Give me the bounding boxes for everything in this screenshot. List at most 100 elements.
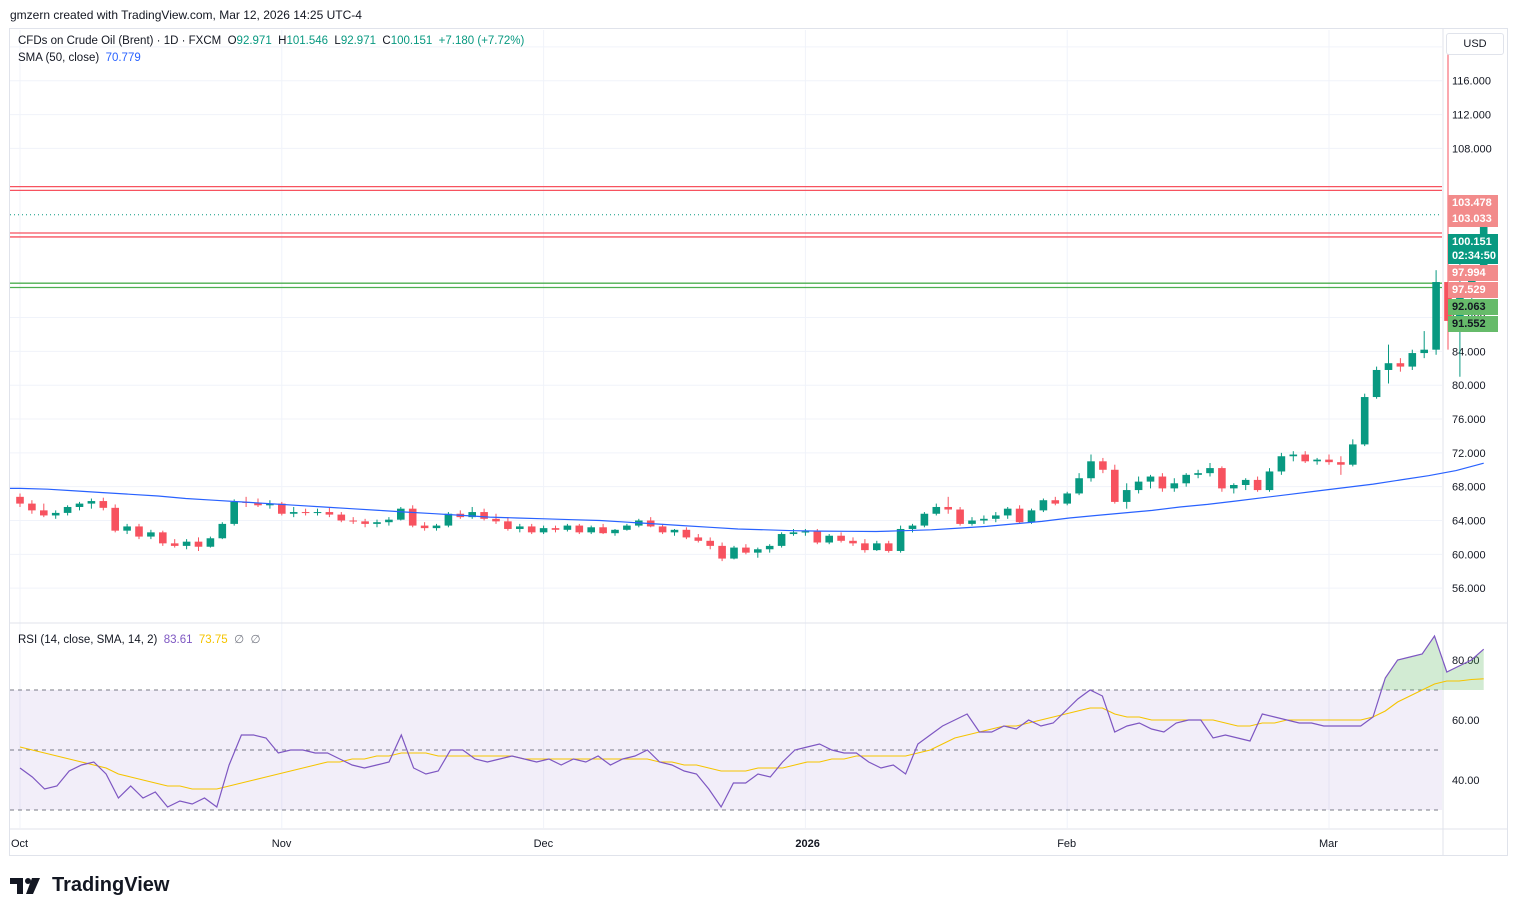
candle-body <box>1111 469 1119 502</box>
candle-body <box>1158 476 1167 489</box>
candle-body <box>361 521 369 524</box>
candle-body <box>765 545 774 550</box>
candle-body <box>504 521 512 529</box>
price-tick-label: 64.000 <box>1452 516 1486 528</box>
candle-body <box>1230 484 1238 489</box>
symbol-name: CFDs on Crude Oil (Brent) · 1D · FXCM <box>18 35 222 47</box>
candle-body <box>706 540 714 546</box>
candle-body <box>1325 459 1333 463</box>
rsi-line <box>19 634 1485 809</box>
candle-body <box>1444 282 1452 321</box>
candle-body <box>40 510 48 516</box>
candle-body <box>944 506 952 510</box>
candle-body <box>1289 454 1298 457</box>
rsi-extra-2: ∅ <box>250 634 261 646</box>
candle-body <box>135 526 143 537</box>
candle-body <box>670 529 679 533</box>
candle-body <box>1051 500 1060 504</box>
candle-body <box>539 528 548 533</box>
candle-body <box>1313 459 1321 462</box>
candle-body <box>1384 363 1393 370</box>
candle-body <box>1396 363 1405 367</box>
candle-body <box>1039 500 1048 511</box>
rsi-tick-label: 80.00 <box>1452 655 1480 667</box>
brand-name: TradingView <box>52 874 170 896</box>
sma-value: 70.779 <box>105 52 141 64</box>
candle-body <box>516 526 524 529</box>
candle-body <box>1432 282 1440 350</box>
price-tag: 103.033 <box>1448 211 1498 227</box>
price-tag: 97.994 <box>1448 265 1498 281</box>
close-value: 100.151 <box>390 35 433 47</box>
candle-body <box>837 535 845 541</box>
candle-body <box>551 528 560 530</box>
candle-body <box>968 520 976 524</box>
time-tick-label: Mar <box>1319 838 1338 850</box>
candle-body <box>825 535 833 543</box>
rsi-overbought-fill <box>1379 636 1484 690</box>
tradingview-logo[interactable]: TradingView <box>10 874 169 897</box>
candle-body <box>742 547 750 553</box>
candle-body <box>349 520 357 522</box>
candle-body <box>206 538 215 547</box>
candle-body <box>1170 483 1179 489</box>
candle-body <box>28 503 36 511</box>
chart-frame <box>9 28 1508 856</box>
candle-body <box>468 512 476 518</box>
candle-body <box>1182 474 1190 484</box>
candle-body <box>1003 508 1012 516</box>
candle-body <box>1253 479 1262 491</box>
price-tag: 02:34:50 <box>1448 248 1498 264</box>
change-value: +7.180 (+7.72%) <box>438 35 525 47</box>
rsi-extra-1: ∅ <box>234 634 245 646</box>
close-label: C <box>382 35 391 47</box>
price-tick-label: 60.000 <box>1452 549 1486 561</box>
rsi-ma-value: 73.75 <box>198 634 228 646</box>
price-tag: 100.151 <box>1448 234 1498 250</box>
candle-body <box>587 527 595 533</box>
candle-body <box>373 522 381 524</box>
candle-body <box>873 543 881 551</box>
candle-body <box>777 534 786 546</box>
candle-body <box>575 525 584 533</box>
candle-body <box>16 496 24 504</box>
candle-body <box>611 529 619 534</box>
candle-body <box>1122 490 1131 502</box>
tradingview-logo-icon <box>10 877 40 894</box>
candle-body <box>1349 444 1357 465</box>
price-tag: 97.529 <box>1448 282 1498 298</box>
candle-body <box>527 526 536 533</box>
time-tick-label: Oct <box>11 838 28 850</box>
rsi-ma-line <box>19 678 1484 790</box>
candle-body <box>932 506 941 514</box>
candle-body <box>908 525 917 529</box>
candle-body <box>1027 510 1036 523</box>
candle-body <box>1372 369 1381 398</box>
candle-body <box>1301 454 1309 462</box>
price-tick-label: 56.000 <box>1452 583 1486 595</box>
price-tick-label: 76.000 <box>1452 414 1486 426</box>
candle-body <box>920 513 929 526</box>
symbol-legend: CFDs on Crude Oil (Brent) · 1D · FXCM O9… <box>18 35 524 47</box>
price-tick-label: 80.000 <box>1452 380 1486 392</box>
candle-body <box>682 529 691 538</box>
candle-body <box>266 503 274 506</box>
candle-body <box>1337 462 1345 465</box>
candle-body <box>980 518 988 521</box>
candle-body <box>1360 397 1369 445</box>
high-value: 101.546 <box>286 35 329 47</box>
currency-button[interactable]: USD <box>1446 33 1504 55</box>
candle-body <box>194 541 203 547</box>
candle-body <box>1241 479 1250 485</box>
candle-body <box>51 512 60 516</box>
created-by-caption: gmzern created with TradingView.com, Mar… <box>10 8 362 22</box>
price-tag: 103.478 <box>1448 195 1498 211</box>
candle-body <box>884 543 893 551</box>
time-tick-label: 2026 <box>795 838 819 850</box>
low-label: L <box>334 35 341 47</box>
candle-body <box>563 525 572 530</box>
candle-body <box>1265 471 1274 491</box>
candle-body <box>1134 481 1143 491</box>
candle-body <box>420 525 429 529</box>
